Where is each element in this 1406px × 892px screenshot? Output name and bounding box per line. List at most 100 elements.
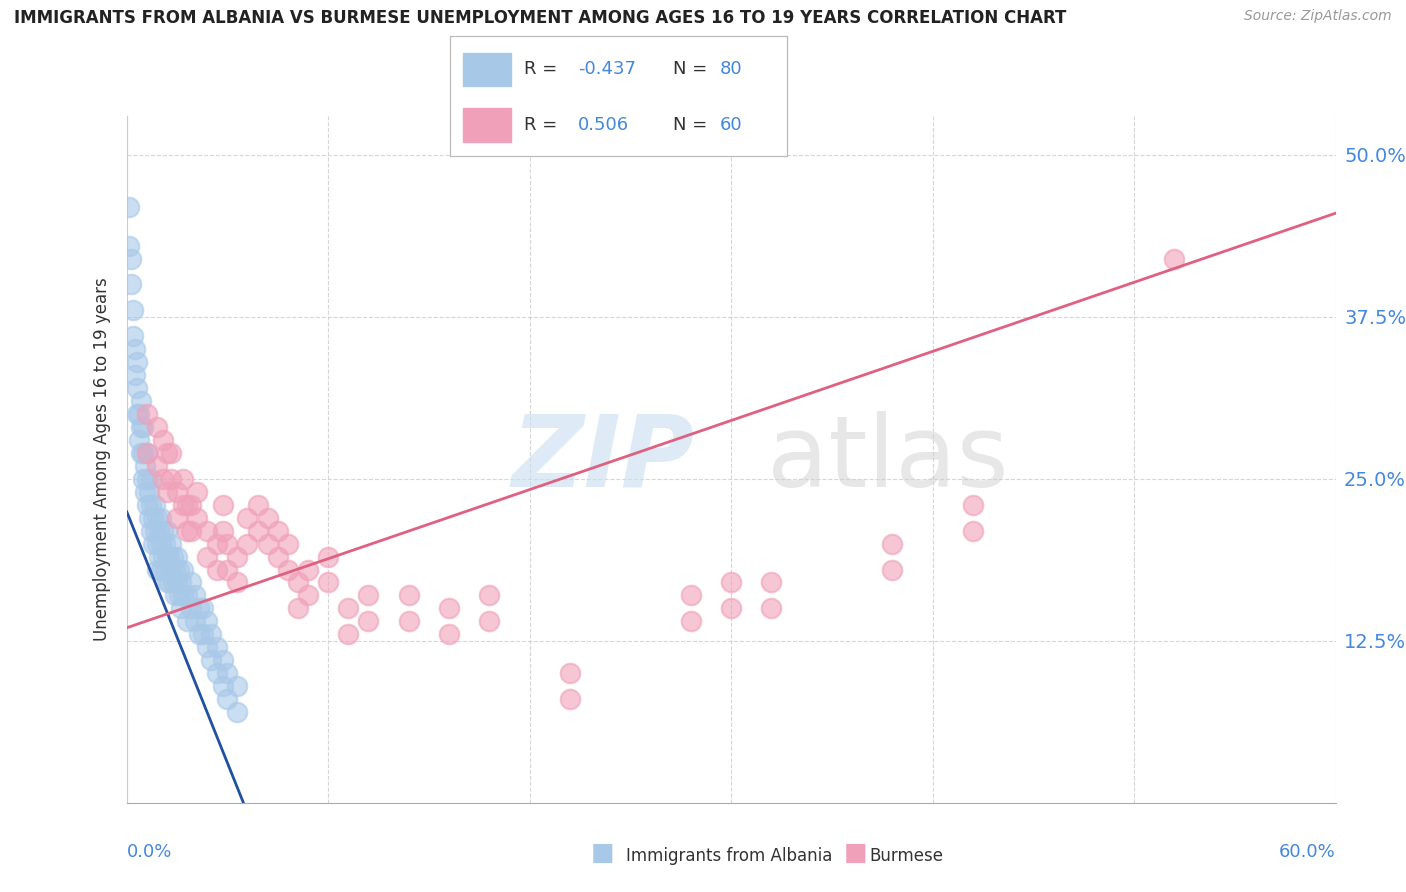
Point	[217, 666, 239, 681]
Point	[256, 536, 278, 550]
Point	[163, 589, 186, 603]
Text: 80: 80	[720, 61, 742, 78]
Point	[205, 640, 228, 655]
Point	[121, 329, 143, 343]
Point	[149, 536, 172, 550]
Point	[156, 446, 179, 460]
Point	[160, 562, 183, 576]
Point	[679, 615, 702, 629]
Point	[186, 510, 208, 524]
Point	[316, 549, 339, 564]
Text: 0.0%: 0.0%	[127, 843, 172, 861]
Point	[1163, 252, 1185, 266]
Point	[176, 524, 198, 538]
Text: atlas: atlas	[768, 411, 1010, 508]
Point	[134, 458, 156, 473]
Point	[195, 549, 218, 564]
Point	[160, 536, 183, 550]
Point	[226, 549, 249, 564]
Point	[188, 601, 211, 615]
Point	[134, 484, 156, 499]
Point	[125, 381, 148, 395]
Point	[186, 484, 208, 499]
Point	[226, 679, 249, 693]
Point	[124, 368, 146, 383]
Point	[135, 407, 157, 421]
Point	[195, 524, 218, 538]
Point	[217, 562, 239, 576]
Point	[337, 601, 360, 615]
Text: Immigrants from Albania: Immigrants from Albania	[626, 847, 832, 865]
Point	[162, 549, 184, 564]
Point	[176, 615, 198, 629]
Point	[226, 575, 249, 590]
Point	[138, 484, 160, 499]
Point	[129, 420, 152, 434]
Point	[167, 562, 190, 576]
Point	[172, 589, 194, 603]
Point	[267, 549, 290, 564]
Point	[882, 562, 904, 576]
Point	[236, 510, 259, 524]
Text: Source: ZipAtlas.com: Source: ZipAtlas.com	[1244, 9, 1392, 23]
Point	[316, 575, 339, 590]
Point	[205, 536, 228, 550]
Point	[131, 472, 153, 486]
Point	[180, 601, 202, 615]
Point	[135, 446, 157, 460]
Point	[131, 420, 153, 434]
Point	[139, 472, 162, 486]
Point	[720, 575, 742, 590]
Point	[139, 498, 162, 512]
Point	[217, 692, 239, 706]
Point	[156, 484, 179, 499]
Text: 60.0%: 60.0%	[1279, 843, 1336, 861]
Point	[180, 524, 202, 538]
Text: Burmese: Burmese	[869, 847, 943, 865]
Text: R =: R =	[524, 116, 569, 134]
Text: -0.437: -0.437	[578, 61, 636, 78]
Text: 0.506: 0.506	[578, 116, 630, 134]
Point	[146, 536, 169, 550]
Point	[437, 601, 460, 615]
Point	[142, 510, 165, 524]
Point	[135, 498, 157, 512]
Point	[157, 575, 180, 590]
Point	[277, 562, 299, 576]
Point	[146, 562, 169, 576]
Point	[129, 446, 152, 460]
Point	[297, 562, 319, 576]
Point	[176, 589, 198, 603]
Bar	[464, 108, 510, 142]
Point	[200, 653, 222, 667]
Point	[152, 524, 174, 538]
Point	[297, 589, 319, 603]
Point	[180, 498, 202, 512]
Point	[148, 549, 170, 564]
Point	[267, 524, 290, 538]
Point	[287, 575, 309, 590]
Point	[277, 536, 299, 550]
Text: N =: N =	[672, 61, 713, 78]
Point	[153, 536, 176, 550]
Point	[166, 484, 188, 499]
Point	[761, 601, 783, 615]
Point	[212, 498, 235, 512]
Point	[558, 692, 581, 706]
Point	[191, 627, 214, 641]
Point	[478, 615, 501, 629]
Point	[170, 575, 193, 590]
Point	[720, 601, 742, 615]
Point	[143, 498, 166, 512]
Point	[142, 536, 165, 550]
Point	[188, 627, 211, 641]
Point	[120, 277, 142, 292]
Point	[149, 510, 172, 524]
Point	[170, 601, 193, 615]
Point	[180, 575, 202, 590]
Point	[117, 200, 139, 214]
Point	[184, 615, 207, 629]
Point	[149, 562, 172, 576]
Point	[135, 472, 157, 486]
Bar	[464, 53, 510, 87]
